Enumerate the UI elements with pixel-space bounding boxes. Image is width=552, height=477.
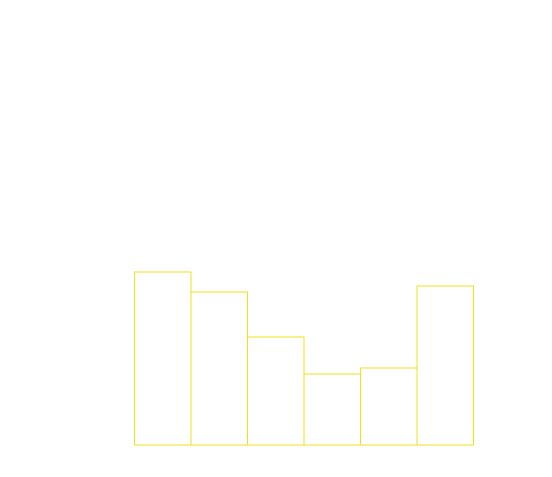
bars-group <box>134 271 474 446</box>
bar-3 <box>247 336 305 446</box>
bar-5 <box>360 367 418 446</box>
bar-2 <box>190 291 248 446</box>
bar-1 <box>134 271 192 446</box>
bar-4 <box>303 373 361 446</box>
bar-6 <box>416 285 474 446</box>
